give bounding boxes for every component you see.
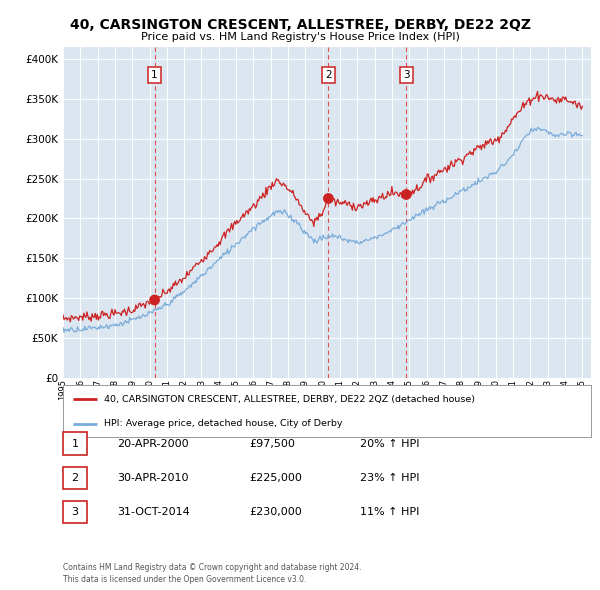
Text: 1: 1 [71,439,79,448]
Text: 2: 2 [325,70,332,80]
Text: 2: 2 [71,473,79,483]
Text: 23% ↑ HPI: 23% ↑ HPI [360,473,419,483]
Text: 20% ↑ HPI: 20% ↑ HPI [360,439,419,448]
Text: £225,000: £225,000 [249,473,302,483]
Text: £230,000: £230,000 [249,507,302,517]
Text: 3: 3 [403,70,410,80]
Point [323,194,333,203]
Text: 31-OCT-2014: 31-OCT-2014 [117,507,190,517]
Text: 40, CARSINGTON CRESCENT, ALLESTREE, DERBY, DE22 2QZ (detached house): 40, CARSINGTON CRESCENT, ALLESTREE, DERB… [104,395,475,404]
Text: Contains HM Land Registry data © Crown copyright and database right 2024.
This d: Contains HM Land Registry data © Crown c… [63,563,361,584]
Point [150,295,160,304]
Text: 30-APR-2010: 30-APR-2010 [117,473,188,483]
Text: 11% ↑ HPI: 11% ↑ HPI [360,507,419,517]
Text: Price paid vs. HM Land Registry's House Price Index (HPI): Price paid vs. HM Land Registry's House … [140,32,460,42]
Text: 40, CARSINGTON CRESCENT, ALLESTREE, DERBY, DE22 2QZ: 40, CARSINGTON CRESCENT, ALLESTREE, DERB… [70,18,530,32]
Text: 20-APR-2000: 20-APR-2000 [117,439,188,448]
Text: £97,500: £97,500 [249,439,295,448]
Point [401,190,411,199]
Text: 3: 3 [71,507,79,517]
Text: 1: 1 [151,70,158,80]
Text: HPI: Average price, detached house, City of Derby: HPI: Average price, detached house, City… [104,419,343,428]
